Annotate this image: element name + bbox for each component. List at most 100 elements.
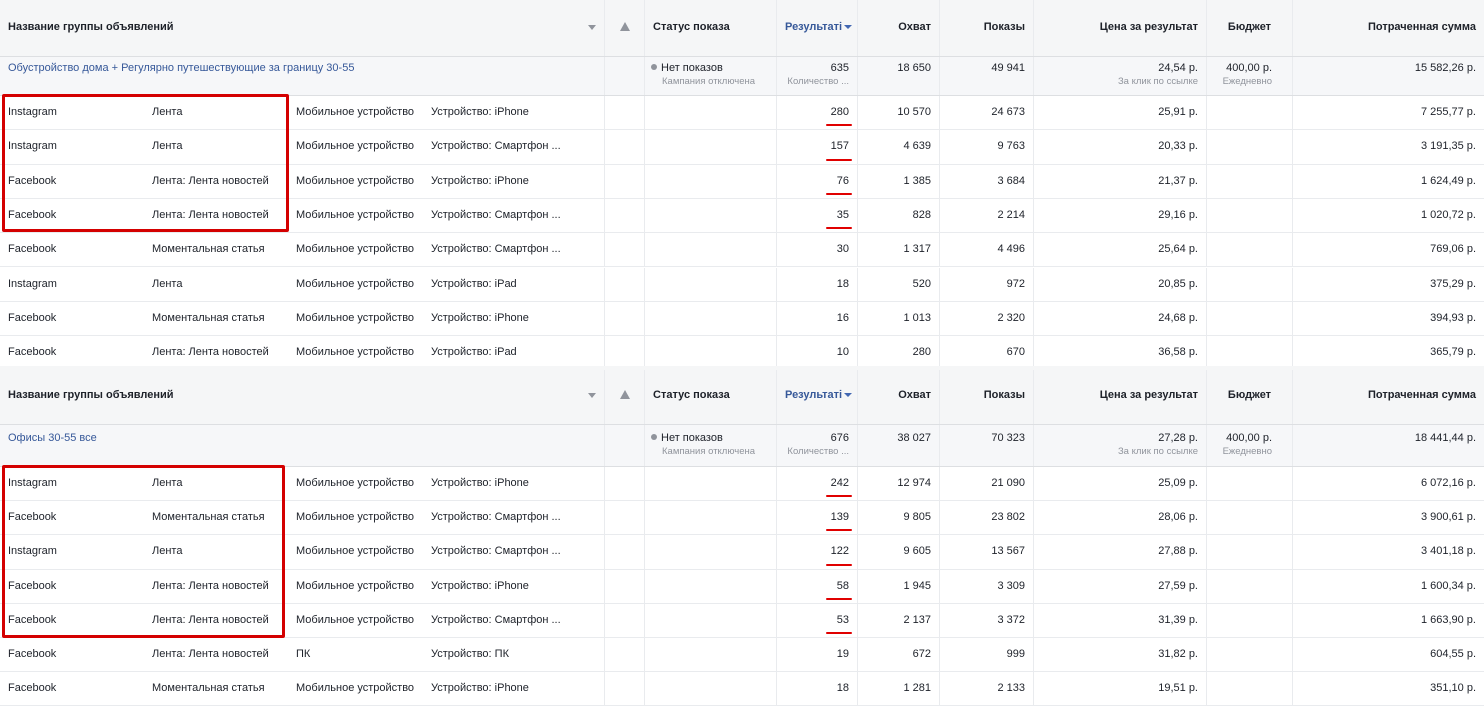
warning-cell	[605, 672, 645, 706]
warning-cell	[605, 267, 645, 301]
campaign-warning-cell	[605, 425, 645, 466]
campaign-row[interactable]: Офисы 30-55 все Нет показов Кампания отк…	[0, 425, 1484, 467]
warning-cell	[605, 164, 645, 198]
column-header-name[interactable]: Название группы объявлений	[0, 370, 605, 424]
impressions-cell: 3 684	[940, 164, 1034, 198]
warning-cell	[605, 569, 645, 603]
warning-icon	[619, 22, 630, 31]
results-cell: 280	[777, 96, 858, 130]
column-header-status[interactable]: Статус показа	[645, 0, 777, 56]
campaign-row[interactable]: Обустройство дома + Регулярно путешеству…	[0, 57, 1484, 96]
column-header-impressions[interactable]: Показы	[940, 0, 1034, 56]
placement-cell: Моментальная статья	[152, 682, 265, 695]
impressions-cell: 23 802	[940, 501, 1034, 535]
impressions-cell: 2 214	[940, 198, 1034, 233]
budget-cell	[1207, 96, 1293, 130]
status-cell	[645, 164, 777, 198]
device-cell: Мобильное устройство	[296, 511, 415, 524]
highlight-underline	[826, 158, 852, 161]
table-row[interactable]: Facebook Лента: Лента новостей Мобильное у…	[0, 198, 1484, 234]
spent-cell: 1 624,49 р.	[1420, 174, 1476, 187]
table-header: Название группы объявлений Статус показа…	[0, 370, 1484, 425]
table-row[interactable]: Facebook Лента: Лента новостей Мобильное у…	[0, 164, 1484, 199]
reach-cell: 520	[858, 267, 940, 301]
platform-cell: Facebook	[8, 648, 57, 660]
platform-cell: Facebook	[8, 208, 57, 221]
campaign-reach: 18 650	[858, 57, 940, 95]
device-cell: Мобильное устройство	[296, 140, 415, 153]
placement-cell: Лента: Лента новостей	[152, 346, 269, 359]
spent-cell: 6 072,16 р.	[1420, 477, 1476, 489]
column-header-spent[interactable]: Потраченная сумма	[1367, 21, 1476, 33]
campaign-spent: 18 441,44 р.	[1414, 432, 1476, 444]
campaign-budget: 400,00 р. Ежедневно	[1207, 425, 1293, 466]
platform-cell: Instagram	[8, 277, 57, 290]
column-header-results[interactable]: Результаті	[777, 0, 858, 56]
column-header-budget[interactable]: Бюджет	[1207, 0, 1293, 56]
highlight-underline	[826, 124, 852, 127]
table-row[interactable]: Facebook Лента: Лента новостей Мобильное у…	[0, 569, 1484, 604]
status-cell	[645, 603, 777, 637]
spent-cell: 1 663,90 р.	[1420, 613, 1476, 626]
table-row[interactable]: Instagram Лента Мобильное устройство Устрой…	[0, 130, 1484, 165]
impressions-cell: 972	[940, 267, 1034, 301]
column-header-reach[interactable]: Охват	[858, 0, 940, 56]
column-header-budget[interactable]: Бюджет	[1207, 370, 1293, 424]
table-row[interactable]: Facebook Лента: Лента новостей ПК Устройств…	[0, 638, 1484, 673]
budget-cell	[1207, 535, 1293, 569]
reach-cell: 1 013	[858, 301, 940, 336]
placement-cell: Лента	[152, 545, 183, 558]
warning-cell	[605, 301, 645, 336]
table-row[interactable]: Facebook Моментальная статья Мобильное уст…	[0, 501, 1484, 536]
spent-cell: 3 401,18 р.	[1420, 545, 1476, 558]
cost-cell: 25,91 р.	[1034, 96, 1207, 130]
column-header-status[interactable]: Статус показа	[645, 370, 777, 424]
chevron-down-icon[interactable]	[588, 393, 596, 398]
chevron-down-icon[interactable]	[588, 25, 596, 30]
table-row[interactable]: Facebook Моментальная статья Мобильное уст…	[0, 672, 1484, 706]
placement-cell: Лента: Лента новостей	[152, 613, 269, 626]
device-cell: Мобильное устройство	[296, 613, 415, 626]
spent-cell: 7 255,77 р.	[1420, 106, 1476, 118]
warning-cell	[605, 467, 645, 501]
column-header-impressions[interactable]: Показы	[940, 370, 1034, 424]
budget-cell	[1207, 336, 1293, 370]
campaign-name-link[interactable]: Обустройство дома + Регулярно путешеству…	[0, 57, 605, 95]
spent-cell: 375,29 р.	[1430, 277, 1476, 290]
highlight-underline	[826, 529, 852, 532]
status-cell	[645, 96, 777, 130]
device-detail-cell: Устройство: ПК	[423, 638, 605, 672]
placement-cell: Моментальная статья	[152, 511, 265, 524]
spent-cell: 3 900,61 р.	[1420, 511, 1476, 524]
reach-cell: 4 639	[858, 130, 940, 164]
campaign-name-link[interactable]: Офисы 30-55 все	[0, 425, 605, 466]
campaign-cost: 27,28 р. За клик по ссылке	[1034, 425, 1207, 466]
device-cell: Мобильное устройство	[296, 346, 415, 359]
column-header-name[interactable]: Название группы объявлений	[0, 0, 605, 56]
results-cell: 139	[777, 501, 858, 535]
table-row[interactable]: Facebook Лента: Лента новостей Мобильное у…	[0, 603, 1484, 638]
column-header-reach[interactable]: Охват	[858, 370, 940, 424]
column-header-cost[interactable]: Цена за результат	[1034, 0, 1207, 56]
table-row[interactable]: Instagram Лента Мобильное устройство Устрой…	[0, 535, 1484, 570]
reach-cell: 1 385	[858, 164, 940, 198]
platform-cell: Facebook	[8, 579, 57, 592]
table-row[interactable]: Instagram Лента Мобильное устройство Устрой…	[0, 467, 1484, 502]
reach-cell: 9 805	[858, 501, 940, 535]
device-cell: Мобильное устройство	[296, 545, 415, 558]
status-cell	[645, 267, 777, 301]
table-row[interactable]: Facebook Моментальная статья Мобильное уст…	[0, 301, 1484, 337]
campaign-impressions: 49 941	[940, 57, 1034, 95]
table-row[interactable]: Instagram Лента Мобильное устройство Устрой…	[0, 267, 1484, 302]
results-cell: 76	[777, 164, 858, 198]
table-row[interactable]: Instagram Лента Мобильное устройство Устрой…	[0, 96, 1484, 131]
column-header-results[interactable]: Результаті	[777, 370, 858, 424]
column-header-spent[interactable]: Потраченная сумма	[1367, 389, 1476, 401]
column-header-cost[interactable]: Цена за результат	[1034, 370, 1207, 424]
table-row[interactable]: Facebook Лента: Лента новостей Мобильное у…	[0, 336, 1484, 371]
reach-cell: 2 137	[858, 603, 940, 637]
highlight-underline	[826, 495, 852, 498]
results-cell: 30	[777, 233, 858, 267]
table-header: Название группы объявлений Статус показа…	[0, 0, 1484, 57]
table-row[interactable]: Facebook Моментальная статья Мобильное уст…	[0, 233, 1484, 268]
